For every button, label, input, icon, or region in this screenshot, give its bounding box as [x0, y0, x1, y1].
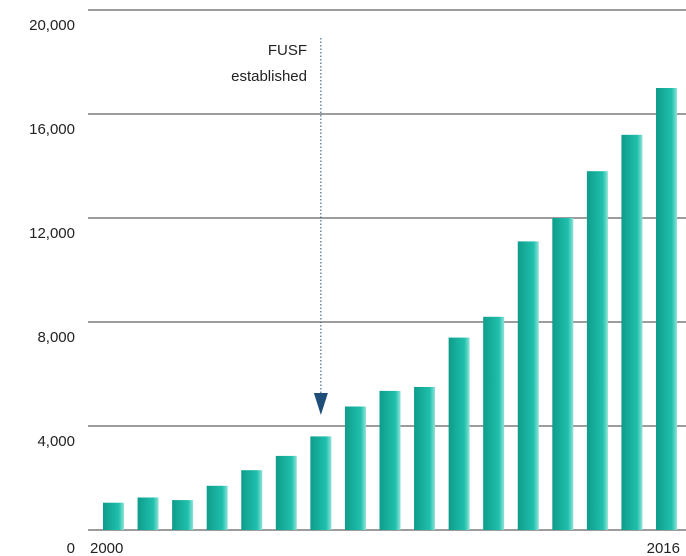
gridlines — [88, 9, 686, 531]
bar-2000 — [103, 502, 124, 530]
y-tick-label: 16,000 — [29, 121, 75, 138]
y-tick-label: 20,000 — [29, 17, 75, 34]
bar-2015 — [621, 134, 643, 531]
bar-2007 — [344, 406, 366, 530]
bar-2010 — [448, 337, 470, 530]
bar-2002 — [172, 500, 194, 530]
x-axis-ticks: 2000 2016 — [90, 540, 680, 556]
annotation-line-1: FUSF — [268, 42, 307, 59]
bar-2001 — [137, 497, 159, 530]
bar-2011 — [483, 316, 505, 530]
fusf-annotation: FUSF established — [231, 38, 328, 415]
y-tick-label: 12,000 — [29, 225, 75, 242]
bar-2003 — [206, 485, 228, 530]
y-axis-ticks: 0 4,000 8,000 12,000 16,000 20,000 — [29, 17, 75, 556]
bar-2005 — [275, 455, 297, 530]
bar-2014 — [586, 171, 608, 530]
bar-2016 — [656, 88, 677, 530]
annotation-line-2: established — [231, 68, 307, 85]
bar-2012 — [517, 241, 539, 530]
x-tick-label-last: 2016 — [647, 540, 680, 556]
bar-2013 — [552, 218, 574, 530]
bar-2008 — [379, 390, 401, 530]
y-tick-label: 4,000 — [37, 433, 75, 450]
bars — [103, 88, 677, 531]
x-tick-label-first: 2000 — [90, 540, 123, 556]
y-tick-label: 8,000 — [37, 329, 75, 346]
annotation-arrow-head — [313, 393, 328, 415]
y-tick-label: 0 — [67, 540, 75, 556]
bar-2009 — [414, 387, 436, 530]
bar-2006 — [310, 436, 332, 530]
bar-2004 — [241, 470, 263, 530]
